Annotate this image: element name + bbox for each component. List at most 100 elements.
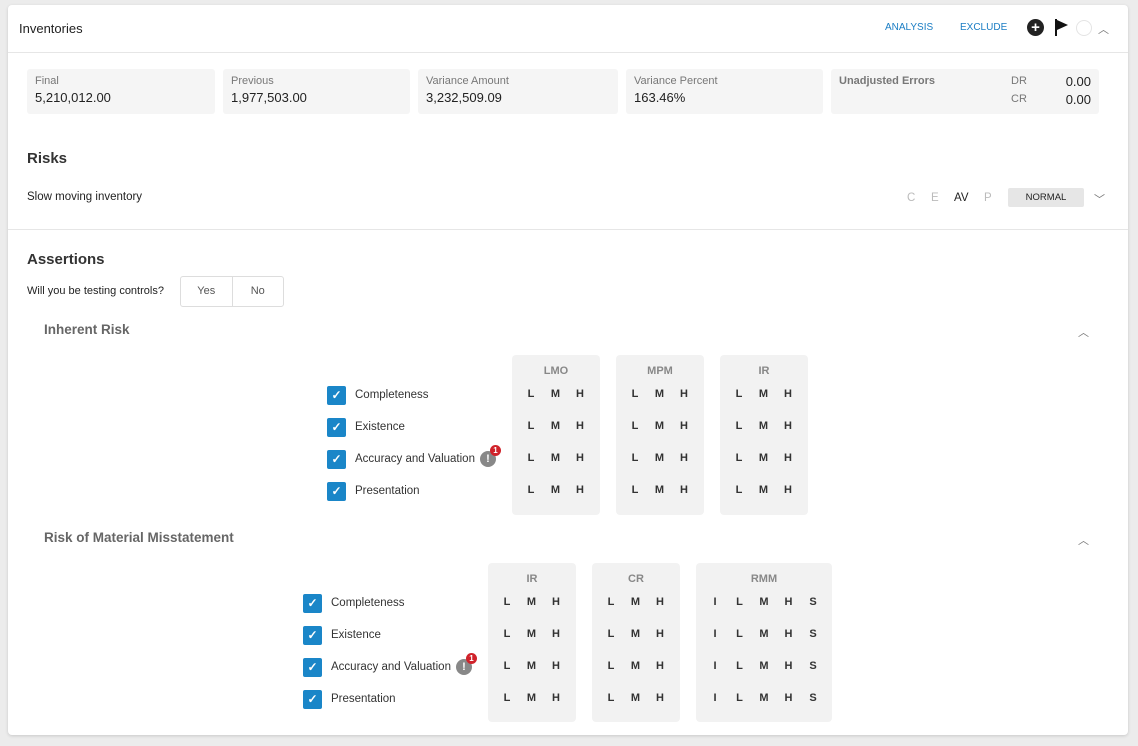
rating-option[interactable]: M <box>526 660 537 672</box>
status-circle-icon[interactable] <box>1076 20 1092 36</box>
rating-option[interactable]: H <box>656 596 664 608</box>
rating-option[interactable]: M <box>758 420 769 432</box>
rating-option[interactable]: L <box>735 484 743 496</box>
risk-level-dropdown[interactable]: NORMAL <box>1008 188 1084 207</box>
rating-option[interactable]: L <box>607 692 615 704</box>
collapse-chevron-icon[interactable]: ︿ <box>1098 24 1109 36</box>
rating-option[interactable]: H <box>680 452 688 464</box>
rating-option[interactable]: M <box>759 596 769 608</box>
rating-option[interactable]: S <box>809 660 817 672</box>
checkbox-checked-icon[interactable]: ✓ <box>303 593 322 613</box>
rating-option[interactable]: H <box>784 388 792 400</box>
rating-option[interactable]: H <box>784 484 792 496</box>
rating-option[interactable]: L <box>631 388 639 400</box>
rating-option[interactable]: L <box>607 596 615 608</box>
yes-button[interactable]: Yes <box>181 277 233 306</box>
rating-option[interactable]: L <box>631 452 639 464</box>
rating-option[interactable]: L <box>607 628 615 640</box>
rating-option[interactable]: H <box>552 596 560 608</box>
rating-option[interactable]: H <box>656 628 664 640</box>
rating-option[interactable]: L <box>735 452 743 464</box>
rating-option[interactable]: L <box>527 420 535 432</box>
rating-option[interactable]: H <box>552 692 560 704</box>
rating-option[interactable]: L <box>527 452 535 464</box>
rating-option[interactable]: L <box>631 420 639 432</box>
rating-option[interactable]: I <box>713 660 717 672</box>
rating-option[interactable]: M <box>758 484 769 496</box>
no-button[interactable]: No <box>250 285 265 297</box>
checkbox-checked-icon[interactable]: ✓ <box>327 385 346 405</box>
rating-option[interactable]: M <box>654 452 665 464</box>
rating-option[interactable]: I <box>713 628 717 640</box>
rating-option[interactable]: H <box>576 452 584 464</box>
checkbox-checked-icon[interactable]: ✓ <box>327 449 346 469</box>
rating-option[interactable]: L <box>736 596 743 608</box>
rating-option[interactable]: H <box>784 596 793 608</box>
rating-option[interactable]: I <box>713 692 717 704</box>
rating-option[interactable]: M <box>759 692 769 704</box>
rating-option[interactable]: M <box>654 388 665 400</box>
rating-option[interactable]: H <box>784 692 793 704</box>
rating-option[interactable]: H <box>656 660 664 672</box>
rating-option[interactable]: L <box>503 596 511 608</box>
rating-option[interactable]: M <box>759 628 769 640</box>
rating-option[interactable]: H <box>784 420 792 432</box>
rating-option[interactable]: M <box>630 692 641 704</box>
rating-option[interactable]: H <box>784 660 793 672</box>
rating-option[interactable]: M <box>758 388 769 400</box>
rating-option[interactable]: M <box>759 660 769 672</box>
rating-option[interactable]: H <box>784 452 792 464</box>
section-collapse-chevron-icon[interactable]: ︿ <box>1078 535 1089 547</box>
assertion-c[interactable]: C <box>907 192 916 204</box>
rating-option[interactable]: L <box>735 388 743 400</box>
rating-option[interactable]: M <box>654 484 665 496</box>
rating-option[interactable]: L <box>527 388 535 400</box>
checkbox-checked-icon[interactable]: ✓ <box>303 689 322 709</box>
rating-option[interactable]: M <box>550 452 561 464</box>
assertion-av[interactable]: AV <box>954 192 969 204</box>
rating-option[interactable]: M <box>550 388 561 400</box>
assertion-p[interactable]: P <box>984 192 992 204</box>
rating-option[interactable]: H <box>784 628 793 640</box>
risk-item[interactable]: Slow moving inventory <box>27 191 143 203</box>
rating-option[interactable]: I <box>713 596 717 608</box>
rating-option[interactable]: H <box>552 628 560 640</box>
assertion-e[interactable]: E <box>931 192 939 204</box>
checkbox-checked-icon[interactable]: ✓ <box>303 625 322 645</box>
rating-option[interactable]: M <box>630 628 641 640</box>
checkbox-checked-icon[interactable]: ✓ <box>303 657 322 677</box>
rating-option[interactable]: L <box>607 660 615 672</box>
rating-option[interactable]: L <box>736 660 743 672</box>
rating-option[interactable]: L <box>736 628 743 640</box>
rating-option[interactable]: H <box>680 484 688 496</box>
checkbox-checked-icon[interactable]: ✓ <box>327 481 346 501</box>
rating-option[interactable]: L <box>527 484 535 496</box>
flag-icon[interactable] <box>1055 19 1068 36</box>
rating-option[interactable]: M <box>550 420 561 432</box>
rating-option[interactable]: S <box>809 628 817 640</box>
rating-option[interactable]: H <box>680 388 688 400</box>
rating-option[interactable]: M <box>654 420 665 432</box>
rating-option[interactable]: M <box>630 596 641 608</box>
rating-option[interactable]: L <box>631 484 639 496</box>
exclude-link[interactable]: EXCLUDE <box>960 22 1008 33</box>
rating-option[interactable]: H <box>656 692 664 704</box>
rating-option[interactable]: M <box>550 484 561 496</box>
rating-option[interactable]: H <box>576 484 584 496</box>
rating-option[interactable]: S <box>809 596 817 608</box>
rating-option[interactable]: L <box>503 660 511 672</box>
risk-expand-chevron-icon[interactable]: ﹀ <box>1094 194 1105 206</box>
rating-option[interactable]: H <box>576 420 584 432</box>
rating-option[interactable]: L <box>735 420 743 432</box>
rating-option[interactable]: M <box>526 596 537 608</box>
add-icon[interactable]: + <box>1027 19 1044 36</box>
rating-option[interactable]: L <box>503 692 511 704</box>
rating-option[interactable]: H <box>552 660 560 672</box>
rating-option[interactable]: M <box>526 692 537 704</box>
rating-option[interactable]: H <box>576 388 584 400</box>
analysis-link[interactable]: ANALYSIS <box>885 22 934 33</box>
rating-option[interactable]: M <box>526 628 537 640</box>
rating-option[interactable]: L <box>736 692 743 704</box>
rating-option[interactable]: S <box>809 692 817 704</box>
rating-option[interactable]: M <box>758 452 769 464</box>
